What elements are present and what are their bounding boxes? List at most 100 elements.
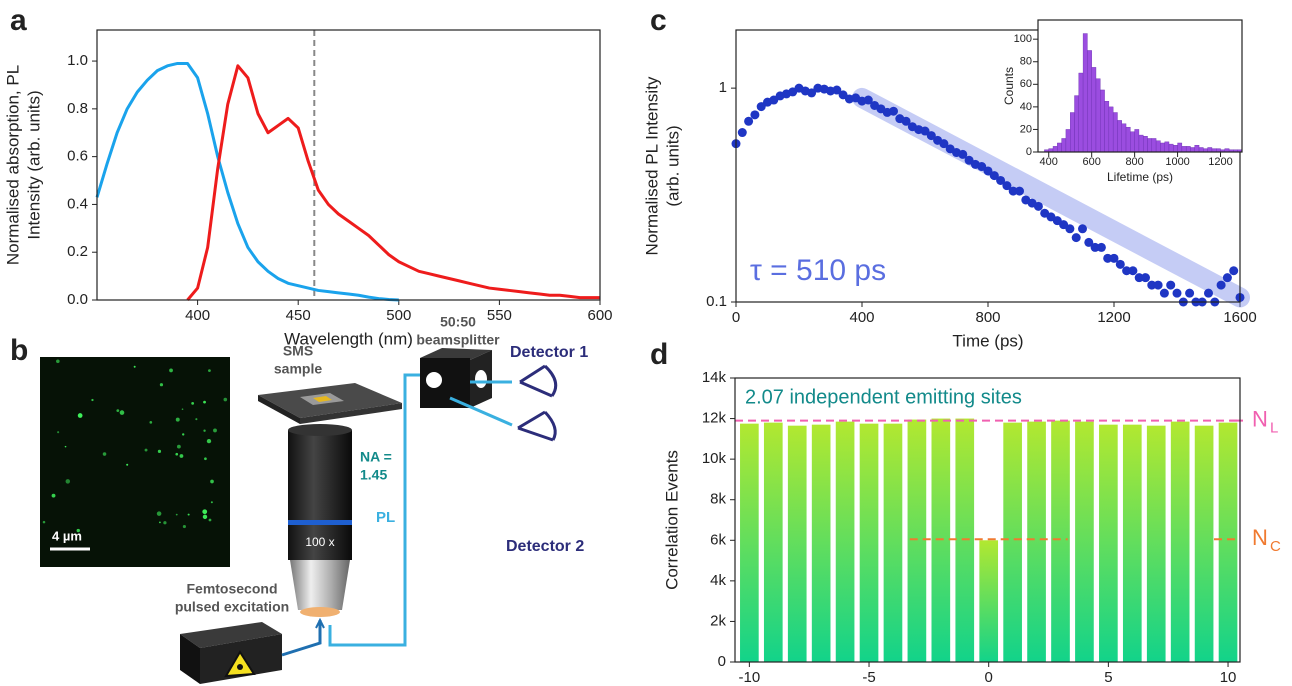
micro-dot (203, 429, 206, 432)
bar (740, 423, 759, 662)
laser-label: Femtosecond (186, 581, 277, 597)
histogram-bar (1181, 146, 1187, 153)
data-point (744, 116, 754, 126)
data-point (832, 85, 842, 95)
laser-warning (237, 664, 243, 670)
pl-label: PL (376, 509, 395, 526)
micro-dot (175, 452, 179, 456)
detector-label: Detector 1 (510, 344, 588, 361)
micro-dot (203, 400, 206, 404)
data-point (1222, 273, 1232, 283)
micro-dot (187, 513, 190, 516)
x-tick-label: 1200 (1097, 309, 1130, 326)
data-point (958, 149, 968, 159)
y-axis-title: Normalised PL Intensity (642, 76, 661, 255)
plot-frame (735, 29, 1241, 303)
data-point (926, 131, 936, 141)
annotation: τ = 510 ps (750, 254, 886, 287)
y-tick-label: 12k (702, 410, 727, 427)
data-point (889, 106, 898, 116)
histogram-bar (1207, 147, 1213, 153)
objective-band (288, 520, 352, 525)
data-point (1084, 237, 1094, 247)
beamsplitter-port (475, 370, 487, 388)
histogram-bar (1160, 142, 1165, 153)
scale-bar-label: 4 µm (52, 528, 82, 543)
x-tick-label: 1000 (1165, 156, 1189, 168)
series-line (186, 64, 600, 301)
y-axis-title: Correlation Events (662, 450, 681, 590)
micro-dot (91, 398, 94, 402)
micro-dot (223, 397, 228, 402)
x-axis-title: Wavelength (nm) (284, 329, 413, 348)
data-point (939, 139, 949, 149)
micro-dot (51, 493, 56, 498)
bar (979, 540, 999, 662)
histogram-bar (1155, 140, 1161, 153)
sample-label: sample (274, 361, 322, 377)
data-point (807, 88, 817, 98)
beam-path (449, 396, 513, 427)
data-point (1090, 242, 1100, 252)
x-tick-label: 1600 (1223, 309, 1256, 326)
histogram-bar (1164, 141, 1170, 153)
plot-frame (96, 29, 601, 301)
x-tick-label: 5 (1104, 669, 1112, 686)
histogram-bar (1185, 146, 1191, 153)
micro-dot (119, 410, 125, 415)
histogram-bar (1173, 145, 1178, 153)
histogram-bar (1130, 131, 1135, 153)
y-tick-label: 0.1 (706, 293, 727, 310)
micro-dot (208, 518, 212, 522)
x-tick-label: 800 (1125, 156, 1143, 168)
micro-dot (210, 479, 214, 484)
histogram-bar (1057, 142, 1062, 153)
histogram-bar (1147, 138, 1153, 153)
x-tick-label: 450 (286, 307, 311, 324)
data-point (1172, 288, 1182, 298)
panel-label: a (10, 4, 27, 37)
plot-frame (1037, 19, 1243, 153)
bar (787, 425, 807, 662)
micro-dot (133, 365, 136, 368)
reference-label-sub: L (1270, 420, 1278, 437)
micro-dot (182, 524, 186, 529)
data-point (1229, 266, 1239, 276)
data-point (977, 162, 987, 172)
stage (300, 403, 402, 424)
data-point (750, 110, 760, 120)
bar (1051, 420, 1070, 662)
y-tick-label: 1.0 (67, 52, 88, 69)
histogram-bar (1104, 101, 1110, 153)
x-tick-label: -5 (862, 669, 875, 686)
y-tick-label: 60 (1020, 78, 1032, 90)
bar (1122, 424, 1142, 662)
na-label: 1.45 (360, 467, 387, 483)
histogram-bar (1194, 145, 1200, 153)
histogram-bar (1061, 138, 1067, 153)
data-point (996, 175, 1006, 185)
micro-dot (157, 449, 162, 453)
histogram-bar (1143, 136, 1148, 153)
data-point (1216, 280, 1226, 290)
x-tick-label: 10 (1220, 669, 1237, 686)
data-point (1128, 266, 1138, 276)
plot-frame (734, 377, 1241, 663)
histogram-bar (1095, 78, 1101, 153)
x-axis-title: Lifetime (ps) (1107, 170, 1173, 184)
objective (288, 525, 352, 560)
y-tick-label: 40 (1020, 101, 1032, 113)
micro-dot (159, 521, 161, 524)
micro-dot (163, 521, 167, 525)
micro-dot (56, 359, 60, 364)
y-axis-title: Intensity (arb. units) (24, 90, 43, 239)
x-tick-label: 400 (1040, 156, 1058, 168)
panel-label: d (650, 338, 668, 371)
panel-label: b (10, 334, 28, 367)
y-tick-label: 1 (719, 79, 727, 96)
data-point (1096, 242, 1106, 252)
histogram-bar (1151, 138, 1157, 153)
sample-label: SMS (283, 343, 313, 359)
x-tick-label: 600 (1083, 156, 1101, 168)
data-point (1078, 224, 1087, 234)
